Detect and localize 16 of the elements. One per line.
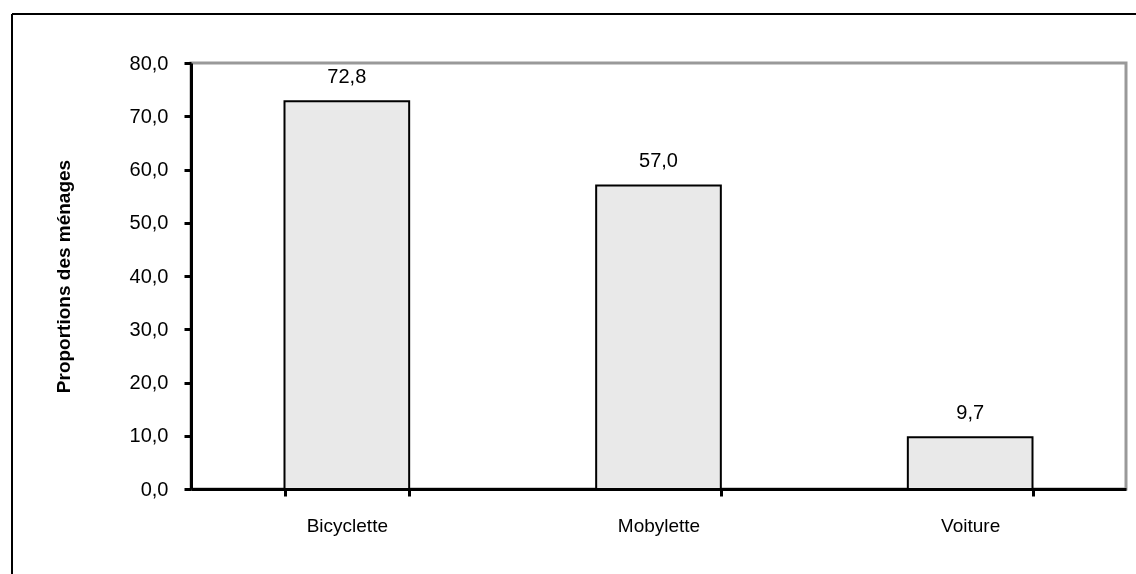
x-tick-label: Bicyclette xyxy=(306,514,388,536)
x-tick-label: Voiture xyxy=(941,514,1001,536)
y-tick-label: 80,0 xyxy=(129,51,169,74)
y-axis-title: Proportions des ménages xyxy=(52,159,74,394)
data-label: 57,0 xyxy=(639,149,678,172)
y-tick-label: 10,0 xyxy=(129,424,169,447)
data-label: 72,8 xyxy=(327,65,367,88)
x-tick-label: Mobylette xyxy=(617,514,701,536)
y-tick-label: 0,0 xyxy=(140,477,169,500)
data-label: 9,7 xyxy=(956,401,985,424)
y-tick-label: 50,0 xyxy=(129,211,169,234)
y-tick-label: 40,0 xyxy=(129,264,169,287)
y-tick-label: 60,0 xyxy=(129,158,169,180)
y-tick-label: 20,0 xyxy=(129,371,169,393)
y-tick-label: 70,0 xyxy=(129,104,169,127)
y-tick-label: 30,0 xyxy=(129,317,169,340)
